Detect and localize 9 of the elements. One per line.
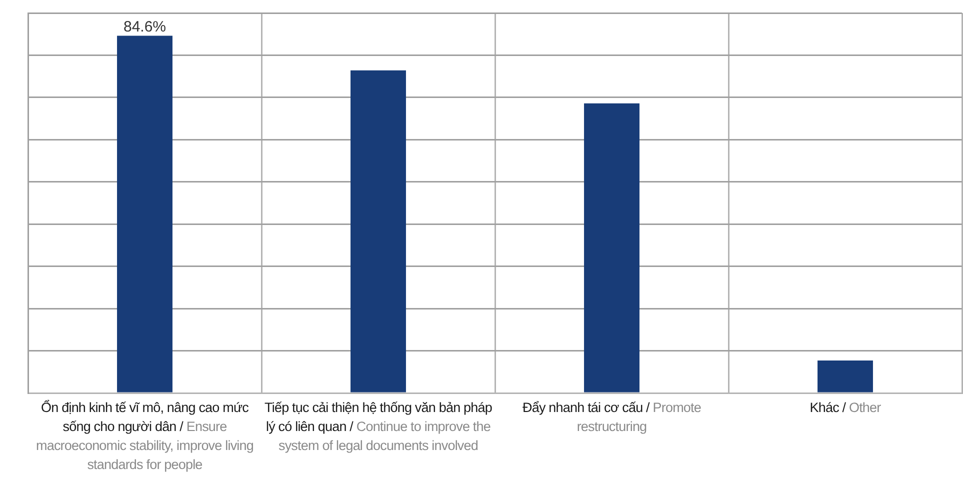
- x-tick-label: Ổn định kinh tế vĩ mô, nâng cao mức sống cho người dân / Ensure macroeconomic stability, improve living standards for people: [36, 400, 254, 472]
- data-label: 84.6%: [123, 18, 166, 36]
- x-tick-label: Đẩy nhanh tái cơ cấu / Promote restructuring: [522, 400, 701, 434]
- x-tick-label: Tiếp tục cải thiện hệ thống văn bản pháp lý có liên quan / Continue to improve the system of legal documents involved: [264, 400, 492, 453]
- x-tick-label: Khác / Other: [810, 400, 881, 415]
- bar: [117, 36, 172, 392]
- bar: [584, 103, 640, 392]
- bar: [818, 360, 873, 392]
- bar: [350, 70, 406, 392]
